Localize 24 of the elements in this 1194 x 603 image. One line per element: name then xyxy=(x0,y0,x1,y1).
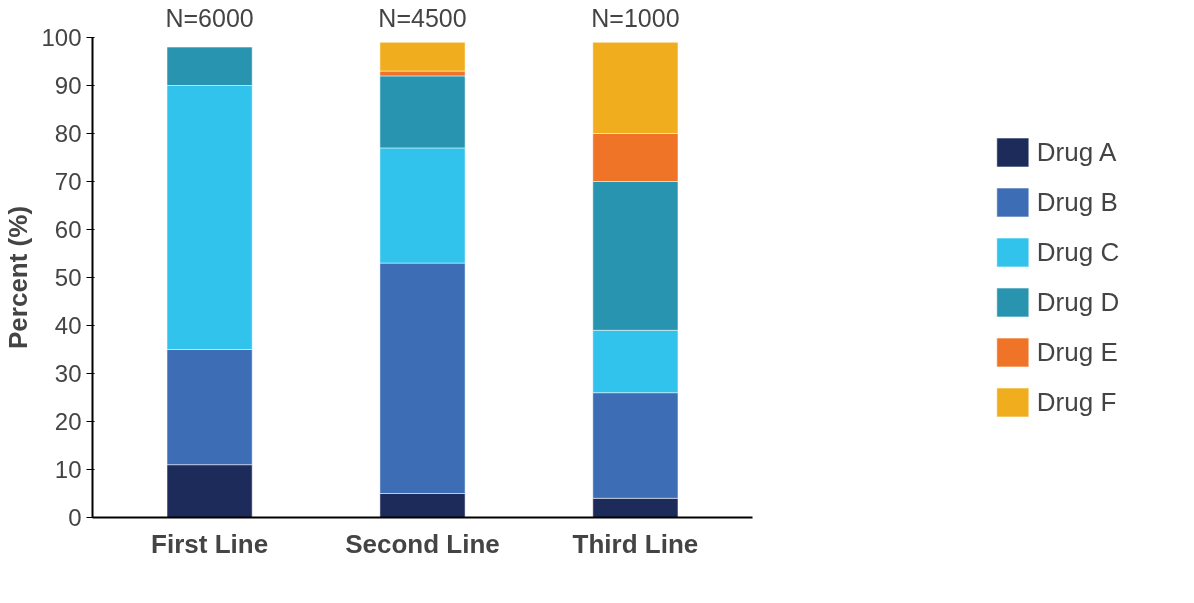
y-tick-label: 70 xyxy=(54,168,82,195)
legend-label: Drug F xyxy=(1036,386,1117,418)
y-tick-label: 40 xyxy=(54,312,82,339)
legend-label: Drug B xyxy=(1036,186,1118,218)
text: N=4500 xyxy=(378,3,467,32)
text: N=1000 xyxy=(591,3,680,32)
y-axis-title: Percent (%) xyxy=(3,205,34,350)
y-tick-label: 20 xyxy=(54,408,82,435)
y-tick-label: 90 xyxy=(54,72,82,99)
legend-label: Drug A xyxy=(1036,136,1117,168)
x-tick-label: First Line xyxy=(151,528,269,559)
legend-label: Drug D xyxy=(1036,286,1120,318)
legend-label: Drug E xyxy=(1036,336,1118,368)
y-tick-label: 0 xyxy=(68,504,82,531)
y-tick-label: 50 xyxy=(54,264,82,291)
legend-label: Drug C xyxy=(1036,236,1120,268)
y-tick-label: 80 xyxy=(54,120,82,147)
x-tick-label: Second Line xyxy=(345,528,500,559)
y-tick-label: 60 xyxy=(54,216,82,243)
y-tick-label: 100 xyxy=(41,24,82,51)
x-tick-label: Third Line xyxy=(572,528,699,559)
y-tick-label: 10 xyxy=(54,456,82,483)
text: N=6000 xyxy=(165,3,254,32)
y-tick-label: 30 xyxy=(54,360,82,387)
